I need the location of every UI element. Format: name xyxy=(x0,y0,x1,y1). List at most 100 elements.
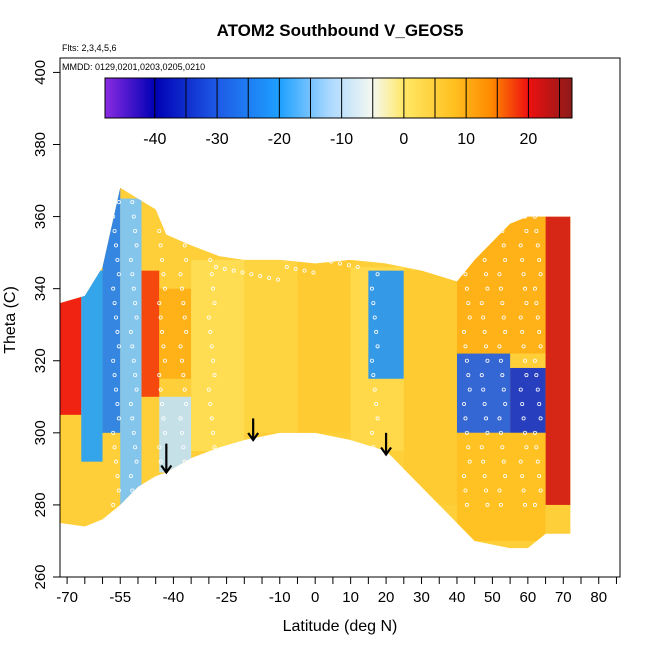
track-point xyxy=(485,286,490,291)
x-tick-label: -40 xyxy=(163,589,185,606)
track-point xyxy=(178,272,183,277)
track-point xyxy=(364,252,369,257)
track-point xyxy=(466,373,471,378)
track-point xyxy=(134,387,139,392)
track-point xyxy=(158,459,163,464)
track-point xyxy=(181,445,186,450)
track-point xyxy=(184,474,189,479)
track-point xyxy=(115,401,120,406)
colorbar-tick-label: -10 xyxy=(330,131,353,148)
colorbar-tick-label: -30 xyxy=(206,131,229,148)
track-point xyxy=(374,474,379,479)
track-point xyxy=(371,301,376,306)
track-point xyxy=(462,329,467,334)
track-point xyxy=(133,301,138,306)
track-point xyxy=(463,344,468,349)
track-point xyxy=(157,301,162,306)
track-point xyxy=(400,259,405,264)
track-point xyxy=(209,200,214,205)
track-point xyxy=(464,502,469,507)
track-point xyxy=(521,200,526,205)
track-point xyxy=(133,445,138,450)
track-point xyxy=(498,214,503,219)
track-point xyxy=(114,243,119,248)
track-point xyxy=(157,373,162,378)
track-point xyxy=(130,200,135,205)
track-point xyxy=(532,286,537,291)
track-point xyxy=(463,488,468,493)
track-point xyxy=(462,474,467,479)
track-point xyxy=(466,301,471,306)
track-point xyxy=(111,502,116,507)
track-point xyxy=(534,445,539,450)
colorbar-rect xyxy=(104,77,573,119)
track-point xyxy=(116,416,121,421)
arrow xyxy=(160,443,173,475)
x-tick-label: 50 xyxy=(484,589,501,606)
track-point xyxy=(160,257,165,262)
track-point xyxy=(501,243,506,248)
track-point xyxy=(115,257,120,262)
track-point xyxy=(484,488,489,493)
track-point xyxy=(500,301,505,306)
track-point xyxy=(116,488,121,493)
track-point xyxy=(535,459,540,464)
heatmap-cell xyxy=(456,353,511,433)
track-point xyxy=(162,430,167,435)
track-point xyxy=(208,329,213,334)
track-point xyxy=(179,502,184,507)
track-point xyxy=(481,243,486,248)
track-point xyxy=(375,344,380,349)
track-point xyxy=(523,358,528,363)
track-point xyxy=(213,265,218,270)
track-point xyxy=(463,272,468,277)
heatmap-cell xyxy=(141,270,160,397)
track-point xyxy=(374,401,379,406)
track-point xyxy=(518,387,523,392)
colorbar: -40 -30 -20 -10 0 10 20 xyxy=(104,77,573,148)
track-point xyxy=(311,270,316,275)
track-point xyxy=(162,286,167,291)
y-tick-label: 320 xyxy=(32,348,49,373)
colorbar-tick-label: 10 xyxy=(457,131,475,148)
track-point xyxy=(267,275,272,280)
track-point xyxy=(131,214,136,219)
track-point xyxy=(537,474,542,479)
track-point xyxy=(212,301,217,306)
track-point xyxy=(520,401,525,406)
track-point xyxy=(114,387,119,392)
x-tick-label: 0 xyxy=(311,589,319,606)
x-tick-label: -25 xyxy=(216,589,238,606)
track-point xyxy=(462,257,467,262)
track-point xyxy=(160,401,165,406)
track-point xyxy=(130,488,135,493)
track-point xyxy=(534,373,539,378)
track-point xyxy=(212,228,217,233)
track-point xyxy=(521,416,526,421)
track-point xyxy=(115,329,120,334)
track-point xyxy=(524,445,529,450)
track-point xyxy=(484,416,489,421)
x-tick-label: 10 xyxy=(342,589,359,606)
track-point xyxy=(374,329,379,334)
track-point xyxy=(179,286,184,291)
track-point xyxy=(182,243,187,248)
track-point xyxy=(501,315,506,320)
track-point xyxy=(178,344,183,349)
track-point xyxy=(161,488,166,493)
track-point xyxy=(161,200,166,205)
y-tick-label: 300 xyxy=(32,420,49,445)
track-point xyxy=(520,329,525,334)
track-point xyxy=(212,445,217,450)
track-point xyxy=(532,358,537,363)
track-point xyxy=(375,200,380,205)
arrow-annotations xyxy=(160,418,392,475)
track-point xyxy=(130,272,135,277)
x-tick-label: 40 xyxy=(449,589,466,606)
track-point xyxy=(485,430,490,435)
track-point xyxy=(284,265,289,270)
track-point xyxy=(114,315,119,320)
track-point xyxy=(523,286,528,291)
heatmap-cell xyxy=(60,288,82,415)
